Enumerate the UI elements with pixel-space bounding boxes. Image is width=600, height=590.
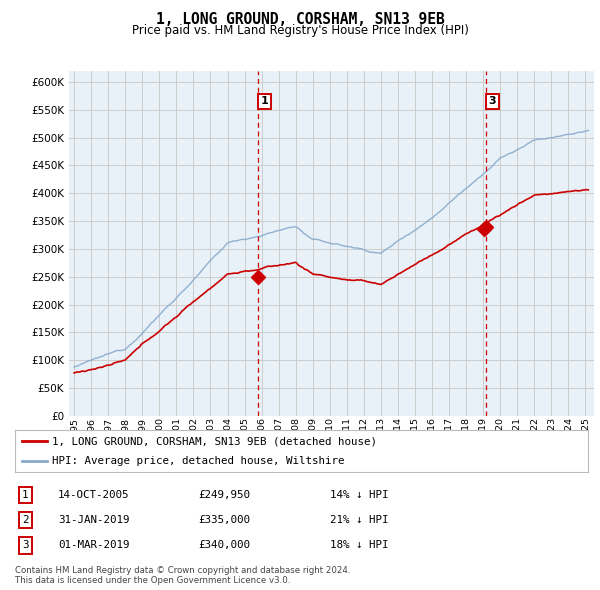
Text: £340,000: £340,000 [199, 540, 250, 550]
Text: 01-MAR-2019: 01-MAR-2019 [58, 540, 130, 550]
Text: 18% ↓ HPI: 18% ↓ HPI [330, 540, 389, 550]
Text: 2: 2 [22, 515, 29, 525]
Text: 21% ↓ HPI: 21% ↓ HPI [330, 515, 389, 525]
Text: 3: 3 [22, 540, 29, 550]
Text: 1, LONG GROUND, CORSHAM, SN13 9EB (detached house): 1, LONG GROUND, CORSHAM, SN13 9EB (detac… [52, 437, 377, 447]
Text: 1: 1 [22, 490, 29, 500]
Text: This data is licensed under the Open Government Licence v3.0.: This data is licensed under the Open Gov… [15, 576, 290, 585]
Text: £249,950: £249,950 [199, 490, 250, 500]
Text: Contains HM Land Registry data © Crown copyright and database right 2024.: Contains HM Land Registry data © Crown c… [15, 566, 350, 575]
Text: 1, LONG GROUND, CORSHAM, SN13 9EB: 1, LONG GROUND, CORSHAM, SN13 9EB [155, 12, 445, 27]
Text: 14-OCT-2005: 14-OCT-2005 [58, 490, 130, 500]
Text: 31-JAN-2019: 31-JAN-2019 [58, 515, 130, 525]
Text: 1: 1 [260, 96, 268, 106]
Text: 14% ↓ HPI: 14% ↓ HPI [330, 490, 389, 500]
Text: £335,000: £335,000 [199, 515, 250, 525]
Text: 3: 3 [488, 96, 496, 106]
Text: Price paid vs. HM Land Registry's House Price Index (HPI): Price paid vs. HM Land Registry's House … [131, 24, 469, 37]
Text: HPI: Average price, detached house, Wiltshire: HPI: Average price, detached house, Wilt… [52, 457, 345, 466]
